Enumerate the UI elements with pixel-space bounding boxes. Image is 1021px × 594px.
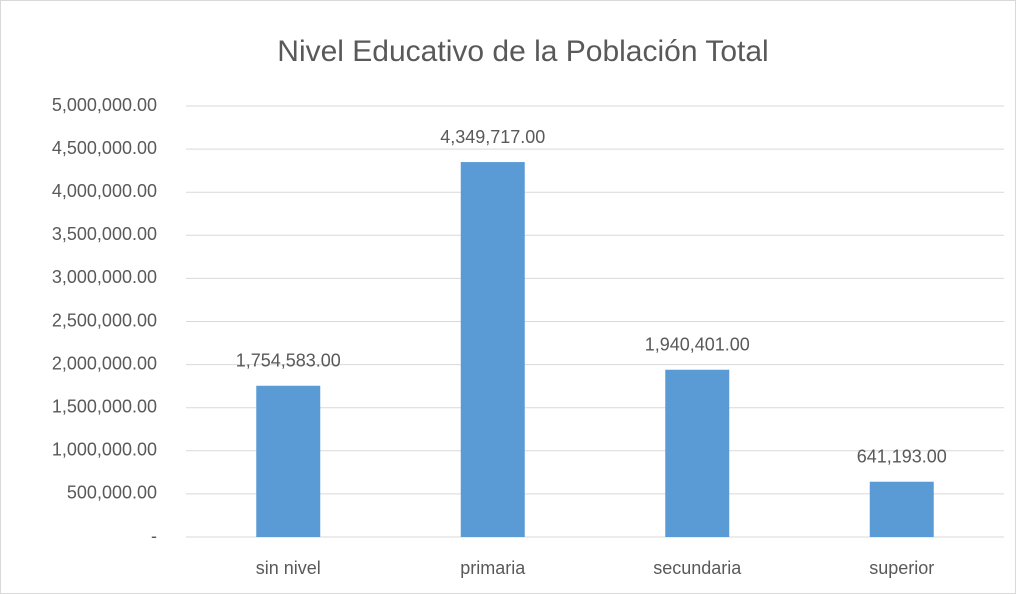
y-tick-label: 500,000.00 — [67, 483, 157, 503]
x-tick-label: sin nivel — [256, 558, 321, 578]
data-label: 1,754,583.00 — [236, 351, 341, 371]
y-tick-label: 4,500,000.00 — [52, 138, 157, 158]
x-tick-label: secundaria — [653, 558, 742, 578]
bar — [460, 162, 525, 538]
data-label: 641,193.00 — [857, 446, 947, 466]
data-label: 4,349,717.00 — [440, 127, 545, 147]
bar — [256, 385, 321, 537]
chart-title: Nivel Educativo de la Población Total — [277, 35, 768, 68]
y-tick-label: 4,000,000.00 — [52, 181, 157, 201]
y-tick-label: 3,000,000.00 — [52, 267, 157, 287]
y-tick-label: 2,000,000.00 — [52, 353, 157, 373]
y-tick-label: 1,000,000.00 — [52, 440, 157, 460]
y-tick-label: - — [151, 526, 157, 546]
y-tick-label: 1,500,000.00 — [52, 396, 157, 416]
y-tick-label: 5,000,000.00 — [52, 95, 157, 115]
bar — [665, 369, 730, 537]
x-tick-label: primaria — [460, 558, 526, 578]
data-label: 1,940,401.00 — [645, 334, 750, 354]
y-tick-label: 3,500,000.00 — [52, 224, 157, 244]
x-tick-label: superior — [869, 558, 934, 578]
y-tick-label: 2,500,000.00 — [52, 310, 157, 330]
bar — [869, 481, 934, 537]
